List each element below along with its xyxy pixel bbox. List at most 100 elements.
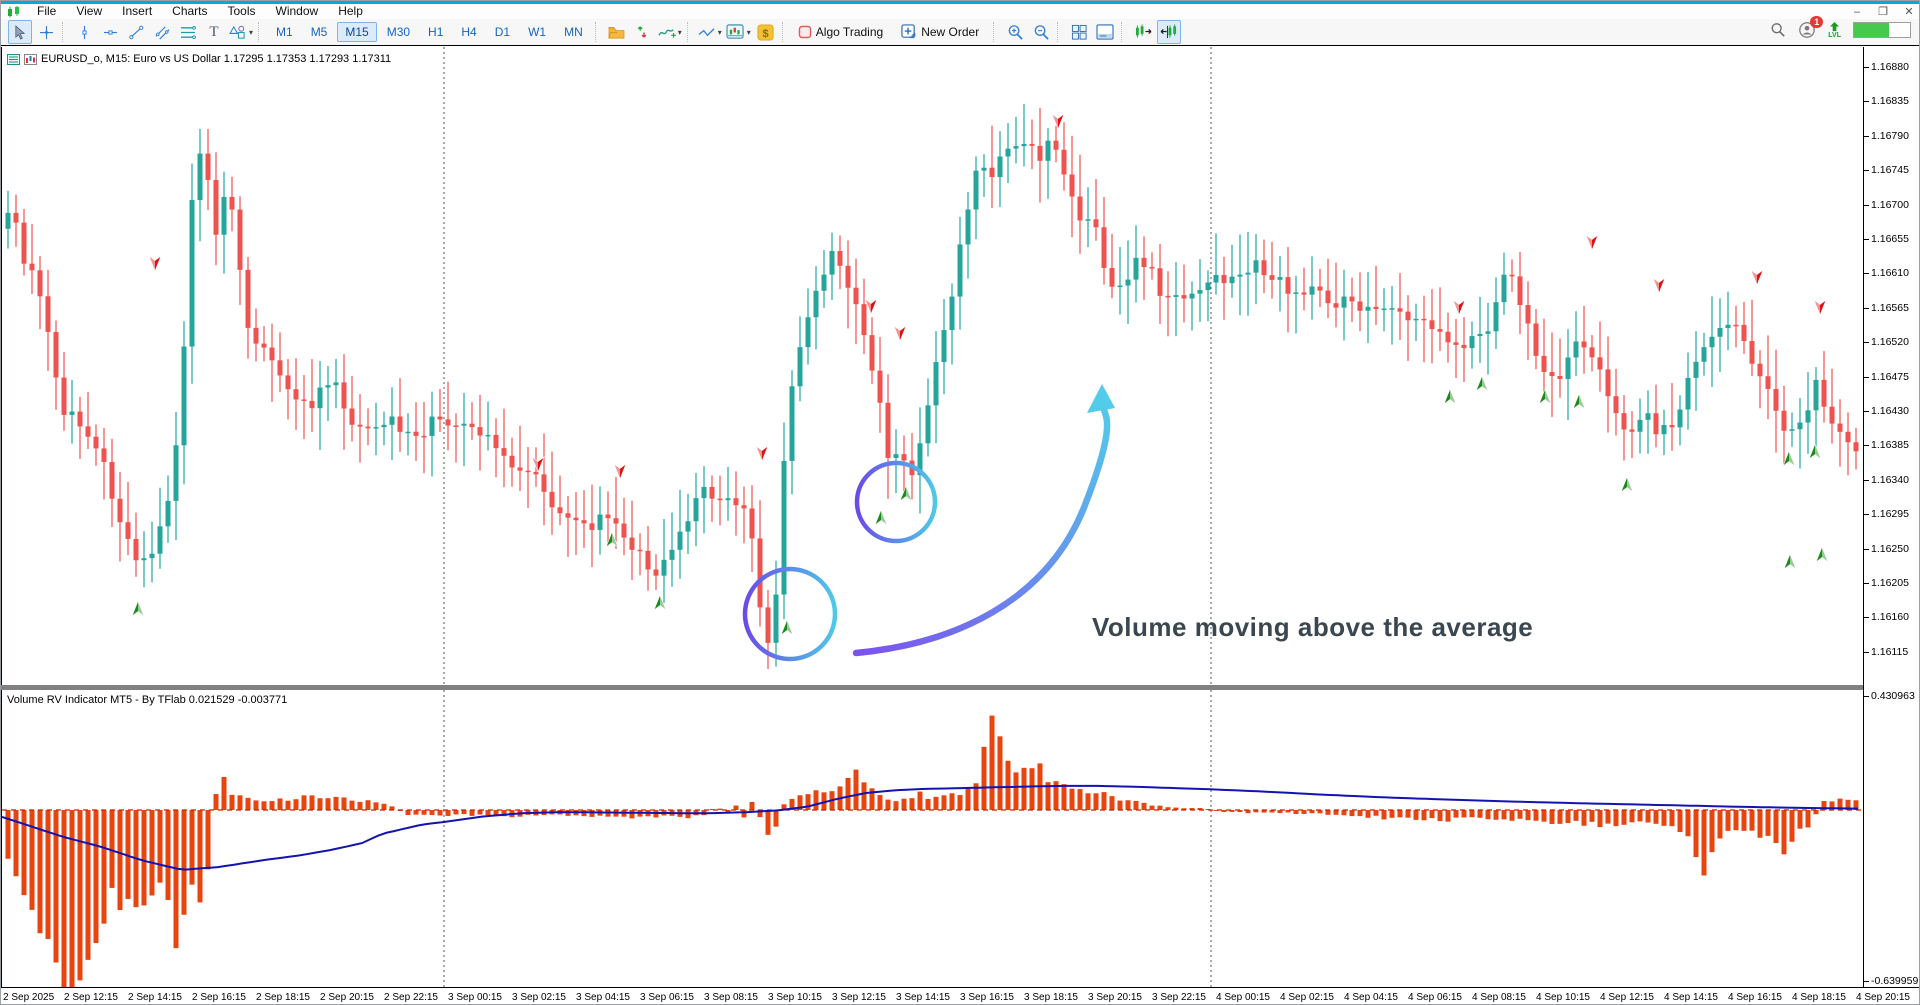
chart-shift-button[interactable]	[1131, 20, 1155, 44]
cursor-tool-button[interactable]	[8, 20, 32, 44]
main-chart-pane[interactable]: EURUSD_o, M15: Euro vs US Dollar 1.17295…	[1, 47, 1863, 685]
candle-body	[1085, 219, 1091, 221]
time-label: 4 Sep 08:15	[1472, 992, 1526, 1003]
timeframe-m5[interactable]: M5	[310, 25, 328, 39]
tile-windows-button[interactable]	[1067, 20, 1091, 44]
candle-body	[781, 460, 787, 595]
mt5-logo-icon	[8, 5, 19, 17]
time-axis[interactable]: 2 Sep 2025 2 Sep 12:15 2 Sep 14:15 2 Sep 16…	[1, 987, 1919, 1004]
price-label: 1.16475	[1871, 370, 1909, 383]
candle-body	[1781, 410, 1787, 431]
channel-tool-button[interactable]	[150, 20, 174, 44]
candle-body	[853, 287, 859, 305]
profiles-button[interactable]	[605, 20, 629, 44]
templates-button[interactable]: ▾	[725, 20, 752, 44]
text-tool-button[interactable]: T	[202, 20, 226, 44]
minimize-button[interactable]: –	[1853, 5, 1861, 18]
vertical-line-tool-button[interactable]	[72, 20, 96, 44]
volume-bar	[957, 795, 963, 810]
indicators-button[interactable]: ▾	[657, 20, 683, 44]
candle-body	[29, 263, 35, 271]
menu-insert[interactable]: Insert	[122, 4, 153, 18]
sell-signal-arrow	[148, 255, 162, 272]
timeframe-h1[interactable]: H1	[428, 25, 444, 39]
highlight-circle[interactable]	[742, 566, 838, 662]
horizontal-line-tool-button[interactable]	[98, 20, 122, 44]
volume-bar	[1517, 810, 1523, 819]
candle-body	[981, 167, 987, 171]
volume-bar	[197, 810, 203, 903]
search-icon[interactable]	[1770, 22, 1786, 38]
chart-type-line-button[interactable]: ▾	[697, 20, 723, 44]
price-axis[interactable]: 1.16880 1.16835 1.16790 1.16745 1.16700 1.166…	[1863, 47, 1919, 987]
menu-file[interactable]: File	[37, 4, 57, 18]
text-tool-icon: T	[209, 23, 219, 40]
auto-scroll-button[interactable]	[1157, 20, 1182, 44]
price-label: 1.16115	[1871, 645, 1909, 658]
fibonacci-tool-button[interactable]	[176, 20, 200, 44]
volume-bar	[21, 810, 27, 896]
timeframe-m30[interactable]: M30	[386, 25, 411, 39]
trend-arrow-curve[interactable]	[852, 393, 1111, 657]
candle-body	[1837, 423, 1843, 432]
algo-trading-button[interactable]: Algo Trading	[792, 20, 893, 44]
candle-body	[733, 498, 739, 506]
menu-window[interactable]: Window	[275, 4, 319, 18]
volume-indicator-chart[interactable]	[2, 690, 1864, 987]
close-button[interactable]: ✕	[1904, 6, 1914, 18]
toolbox-window-button[interactable]	[1093, 20, 1117, 44]
candle-body	[565, 513, 571, 518]
volume-bar	[1061, 784, 1067, 810]
candle-body	[45, 296, 51, 332]
volume-bar	[1101, 792, 1107, 810]
volume-bar	[781, 804, 787, 810]
volume-bar	[1469, 810, 1475, 818]
zoom-in-button[interactable]	[1003, 20, 1027, 44]
depth-of-market-button[interactable]	[631, 20, 655, 44]
indicator-scale-label: -0.639959	[1871, 975, 1919, 987]
candle-body	[533, 471, 539, 475]
trade-levels-button[interactable]: $	[754, 20, 778, 44]
candle-body	[453, 425, 459, 427]
new-order-button[interactable]: New Order	[895, 20, 989, 44]
highlight-circle[interactable]	[854, 460, 938, 544]
lvl-indicator[interactable]: LVL	[1828, 21, 1841, 39]
menu-help[interactable]: Help	[338, 4, 363, 18]
timeframe-h4[interactable]: H4	[461, 25, 477, 39]
menu-tools[interactable]: Tools	[227, 4, 256, 18]
price-label: 1.16880	[1871, 61, 1909, 73]
candle-body	[1645, 413, 1651, 420]
volume-bar	[173, 810, 179, 949]
time-label: 4 Sep 20:15	[1856, 992, 1910, 1003]
time-label: 2 Sep 20:15	[320, 992, 374, 1003]
menu-charts[interactable]: Charts	[172, 4, 208, 18]
shapes-tool-button[interactable]: ▾	[228, 20, 254, 44]
volume-bar	[1349, 810, 1355, 817]
pane-splitter[interactable]	[1, 685, 1919, 690]
menu-view[interactable]: View	[76, 4, 103, 18]
timeframe-w1[interactable]: W1	[528, 25, 547, 39]
candle-body	[317, 387, 323, 409]
zoom-out-button[interactable]	[1029, 20, 1053, 44]
timeframe-m1[interactable]: M1	[276, 25, 293, 39]
crosshair-tool-button[interactable]	[34, 20, 58, 44]
trendline-tool-button[interactable]	[124, 20, 148, 44]
candlestick-chart[interactable]	[2, 47, 1864, 685]
candle-body	[421, 435, 427, 438]
candle-body	[373, 427, 379, 429]
candle-body	[293, 389, 299, 400]
candle-body	[837, 250, 843, 266]
notifications-button[interactable]: 1	[1798, 16, 1824, 39]
volume-bar	[1525, 810, 1531, 821]
volume-bar	[205, 810, 211, 870]
timeframe-d1[interactable]: D1	[494, 25, 511, 39]
volume-bar	[453, 810, 459, 815]
volume-bar	[1357, 810, 1363, 817]
candle-body	[621, 523, 627, 538]
indicator-pane[interactable]: Volume RV Indicator MT5 - By TFlab 0.021…	[1, 690, 1864, 987]
timeframe-mn[interactable]: MN	[564, 25, 583, 39]
restore-button[interactable]: ❐	[1878, 6, 1888, 18]
candle-body	[1373, 306, 1379, 310]
timeframe-m15[interactable]: M15	[337, 22, 377, 42]
candle-body	[757, 538, 763, 608]
